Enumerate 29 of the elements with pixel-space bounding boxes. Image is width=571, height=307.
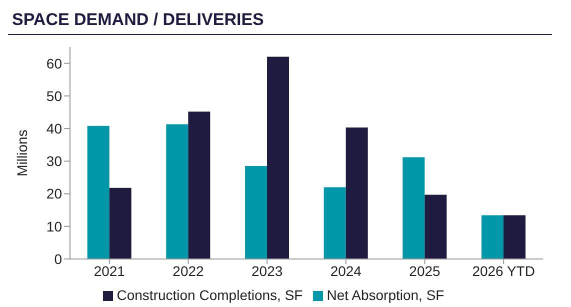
chart-title: SPACE DEMAND / DELIVERIES bbox=[8, 8, 552, 35]
x-tick-label: 2023 bbox=[252, 262, 283, 279]
y-tick-label: 40 bbox=[46, 120, 62, 137]
bar bbox=[402, 157, 425, 259]
x-tick-label: 2022 bbox=[172, 262, 204, 279]
y-axis-title: Millions bbox=[14, 130, 30, 176]
y-tick-label: 30 bbox=[46, 153, 62, 170]
x-tick-label: 2026 YTD bbox=[472, 262, 535, 279]
bar bbox=[87, 126, 110, 259]
bar bbox=[267, 56, 290, 259]
x-tick-label: 2024 bbox=[330, 262, 362, 279]
bar bbox=[482, 215, 504, 259]
legend-label: Net Absorption, SF bbox=[326, 287, 444, 303]
x-tick-label: 2021 bbox=[94, 262, 126, 279]
bar bbox=[324, 187, 346, 259]
y-tick-label: 60 bbox=[46, 55, 62, 72]
y-tick-label: 50 bbox=[46, 88, 62, 104]
bar bbox=[346, 128, 368, 259]
y-tick-label: 10 bbox=[46, 218, 62, 234]
y-tick-label: 0 bbox=[54, 250, 62, 267]
x-tick-label: 2025 bbox=[409, 262, 441, 279]
y-tick-label: 20 bbox=[46, 186, 62, 202]
bar bbox=[245, 166, 268, 259]
bar bbox=[166, 124, 188, 259]
bar bbox=[188, 112, 210, 259]
bar bbox=[424, 194, 447, 259]
bar bbox=[109, 188, 132, 259]
legend-label: Construction Completions, SF bbox=[116, 287, 303, 303]
bar bbox=[504, 215, 526, 259]
